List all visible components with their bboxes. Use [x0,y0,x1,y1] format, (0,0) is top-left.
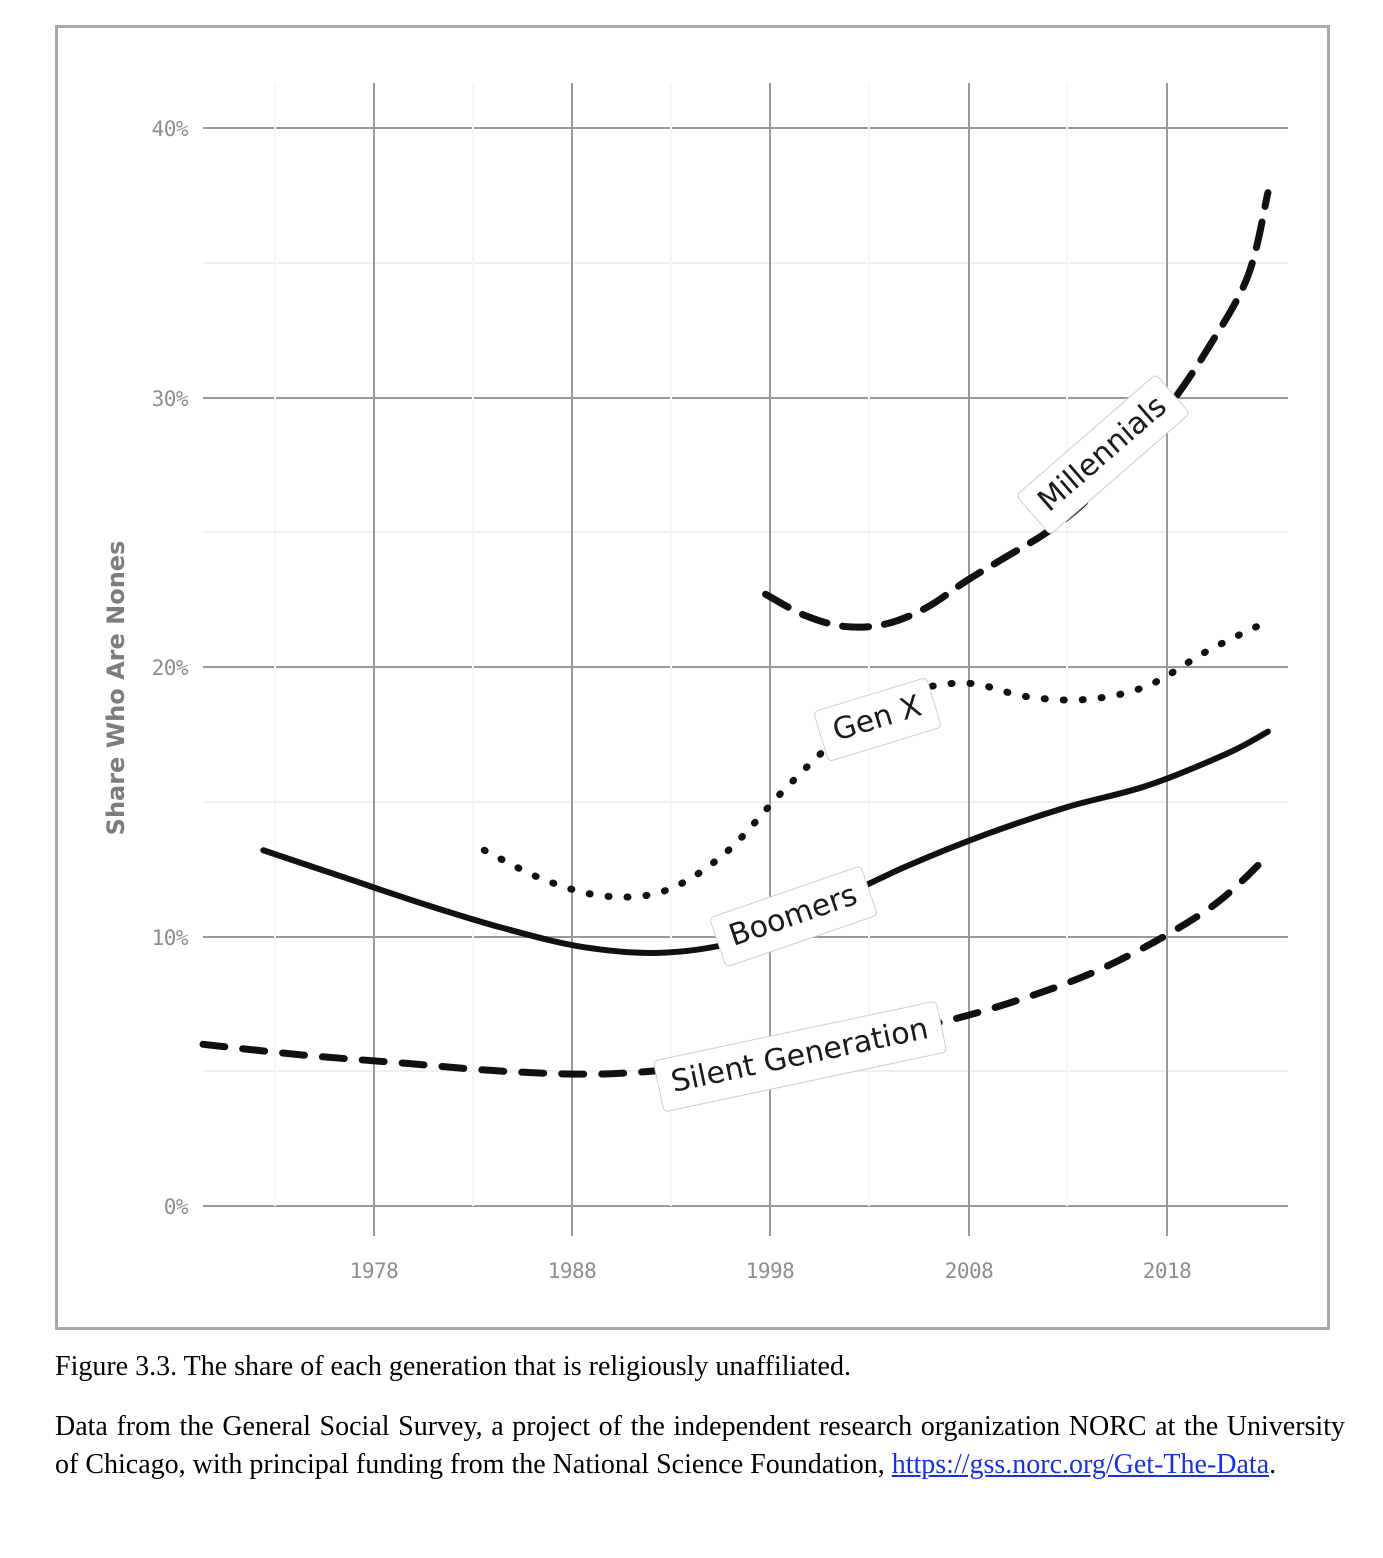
gridlines-vertical-major [373,83,1168,1206]
y-ticklabel-40: 40% [152,117,189,141]
line-chart: 40% 30% 20% 10% 0% 1978 1988 1998 2008 2… [102,83,1288,1283]
x-ticklabel-2018: 2018 [1143,1259,1192,1283]
gridlines-vertical-minor [274,83,1068,1206]
y-ticklabel-0: 0% [164,1195,189,1219]
y-axis-title: Share Who Are Nones [102,541,130,836]
y-axis-ticklabels: 40% 30% 20% 10% 0% [152,117,190,1219]
source-data-link[interactable]: https://gss.norc.org/Get-The-Data [891,1449,1270,1481]
source-note: Data from the General Social Survey, a p… [55,1408,1345,1485]
series-line-silent-generation [199,852,1272,1078]
x-ticklabel-1978: 1978 [350,1259,399,1283]
x-axis-ticklabels: 1978 1988 1998 2008 2018 [350,1259,1192,1283]
figure-caption: Figure 3.3. The share of each generation… [55,1351,851,1382]
x-ticklabel-1998: 1998 [746,1259,795,1283]
gridlines-horizontal-major [203,127,1288,1207]
x-ticklabel-2008: 2008 [945,1259,994,1283]
series-line-gen-x [480,617,1272,901]
chart-frame: 40% 30% 20% 10% 0% 1978 1988 1998 2008 2… [55,25,1330,1330]
source-note-text: Data from the General Social Survey, a p… [55,1410,1345,1481]
source-note-suffix: . [1269,1449,1277,1481]
x-ticklabel-1988: 1988 [548,1259,597,1283]
y-ticklabel-10: 10% [152,926,189,950]
series-line-millennials [762,189,1272,631]
y-ticklabel-20: 20% [152,656,189,680]
y-ticklabel-30: 30% [152,387,189,411]
caption-area: Figure 3.3. The share of each generation… [55,1348,1345,1485]
x-tick-marks [373,1206,1168,1236]
